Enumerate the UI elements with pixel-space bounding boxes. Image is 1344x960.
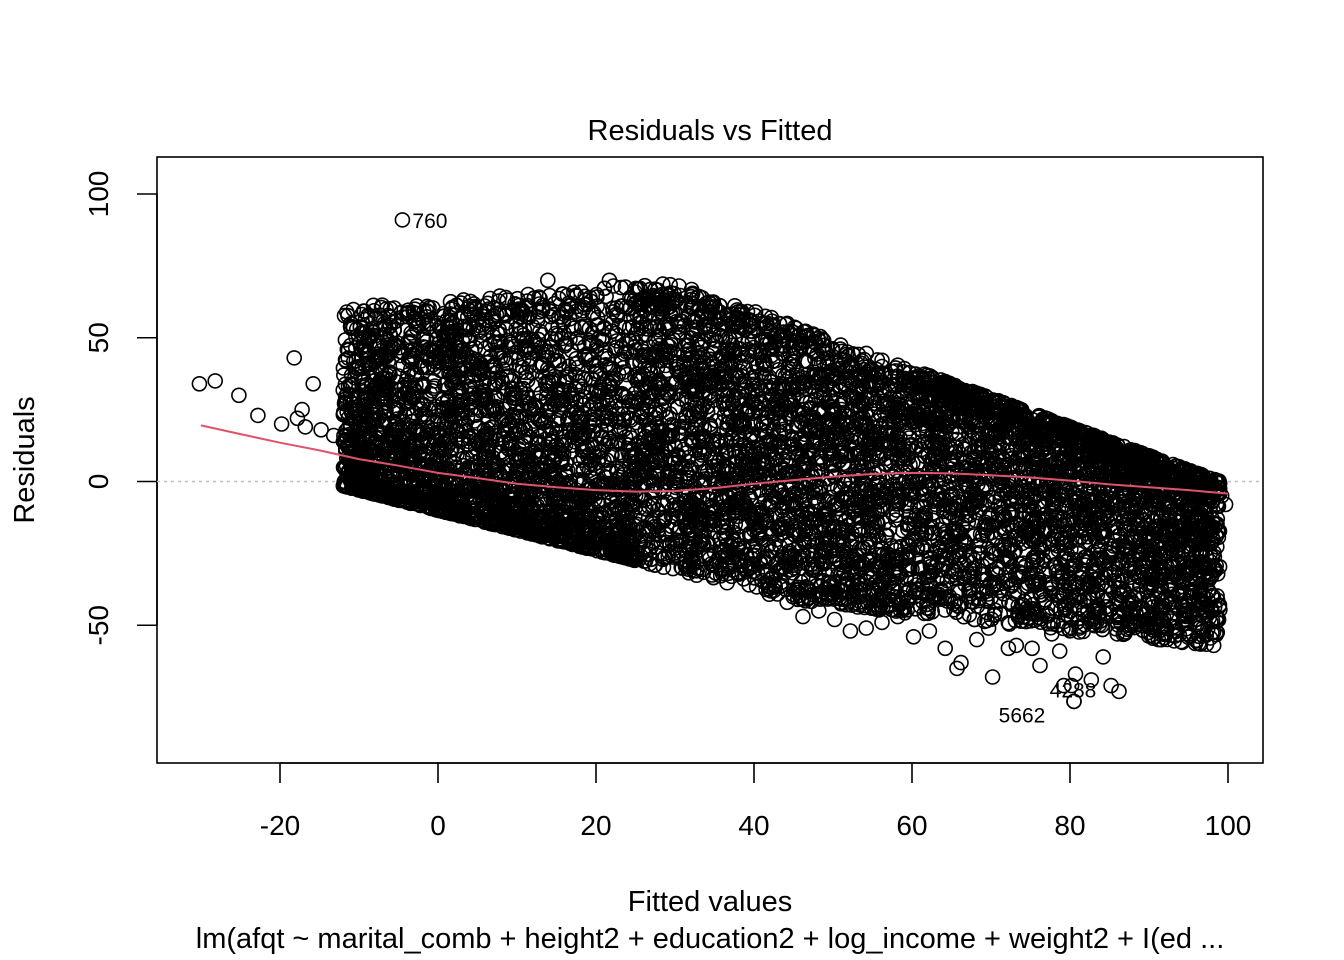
residual-point bbox=[551, 290, 567, 307]
y-axis: -50 0 50 100 bbox=[83, 171, 158, 645]
x-tick-label: 40 bbox=[738, 810, 769, 841]
chart-title: Residuals vs Fitted bbox=[588, 115, 833, 147]
x-tick-label: 0 bbox=[430, 810, 446, 841]
residual-point bbox=[676, 420, 692, 436]
x-tick-label: 60 bbox=[896, 810, 927, 841]
residual-point bbox=[511, 357, 528, 374]
y-tick-label: 100 bbox=[83, 171, 114, 218]
x-tick-label: 20 bbox=[580, 810, 611, 841]
y-tick-label: 0 bbox=[83, 474, 114, 490]
x-tick-label: 80 bbox=[1054, 810, 1085, 841]
x-tick-label: -20 bbox=[260, 810, 300, 841]
x-tick-label: 100 bbox=[1205, 810, 1252, 841]
residual-point-cloud bbox=[335, 276, 1228, 654]
x-axis: -20 0 20 40 60 80 100 bbox=[260, 762, 1252, 841]
y-tick-label: 50 bbox=[83, 322, 114, 353]
y-tick-label: -50 bbox=[83, 605, 114, 645]
